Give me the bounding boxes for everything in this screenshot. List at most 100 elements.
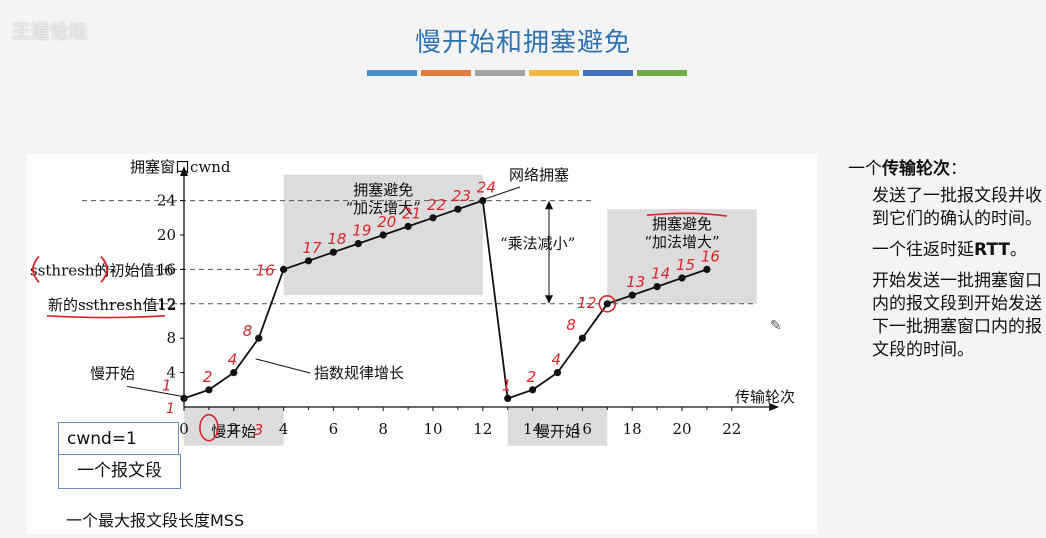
handwritten-second-3: 8	[566, 316, 576, 334]
x-tick-label-4: 4	[279, 420, 289, 438]
x-tick-label-18: 18	[623, 420, 642, 438]
y-tick-label-8: 8	[166, 329, 176, 347]
cwnd-initial-box: cwnd=1	[58, 422, 179, 456]
page-title: 慢开始和拥塞避免	[414, 28, 631, 58]
annotation-congestion: 网络拥塞	[509, 166, 569, 184]
x-tick-label-20: 20	[672, 420, 691, 438]
data-point-13	[504, 394, 512, 402]
handwritten-first-12: 24	[477, 179, 496, 197]
annotation-slow-start-pointer	[126, 385, 183, 397]
mss-caption: 一个最大报文段长度MSS	[66, 511, 245, 530]
handwritten-first-7: 19	[352, 222, 371, 240]
x-tick-label-14: 14	[523, 420, 542, 438]
title-color-bars	[367, 70, 687, 76]
handwritten-second-1: 2	[527, 368, 537, 386]
data-point-0	[180, 394, 188, 402]
y-tick-label-24: 24	[157, 192, 176, 210]
data-point-19	[653, 283, 661, 291]
color-bar-5	[637, 70, 687, 76]
handwritten-second-6: 14	[651, 265, 670, 283]
series-line-2	[481, 200, 708, 400]
handwritten-underline-ssthresh	[46, 315, 166, 319]
round-definition-heading: 一个传输轮次：	[848, 159, 967, 179]
data-point-7	[354, 240, 362, 248]
data-point-9	[404, 222, 412, 230]
handwritten-x-extra-0: 1	[166, 401, 175, 417]
x-tick-label-22: 22	[722, 420, 741, 438]
y-tick-label-4: 4	[166, 364, 176, 382]
data-point-3	[255, 334, 263, 342]
data-point-16	[578, 334, 587, 342]
round-definition-1: 发送了一批报文段并收到它们的确认的时间。	[872, 186, 1042, 229]
handwritten-first-5: 17	[303, 239, 323, 257]
annotation-ssthresh-initial: ssthresh的初始值16	[30, 261, 174, 279]
handwritten-second-8: 16	[701, 247, 720, 265]
x-axis-arrow	[769, 403, 780, 411]
handwritten-first-3: 8	[243, 322, 253, 340]
y-tick-label-20: 20	[157, 226, 176, 244]
region-label-1-0: 拥塞避免	[353, 181, 413, 199]
y-axis-label: 拥塞窗口cwnd	[130, 158, 231, 176]
round-definition-3: 开始发送一批拥塞窗口内的报文段到开始发送下一批拥塞窗口内的报文段的时间。	[872, 271, 1042, 360]
handwritten-circle-12	[598, 295, 617, 313]
data-point-14	[529, 386, 537, 394]
annotation-congestion-pointer	[485, 186, 521, 200]
handwritten-underline-ca	[646, 212, 728, 217]
data-point-12	[479, 197, 487, 205]
data-point-6	[329, 248, 337, 256]
y-tick-label-12: 12	[157, 295, 176, 313]
data-point-15	[553, 369, 562, 377]
handwritten-second-7: 15	[676, 256, 695, 274]
data-point-17	[603, 300, 611, 308]
region-label-1-1: “加法增大”	[346, 199, 421, 217]
data-point-21	[703, 265, 711, 273]
data-point-5	[304, 257, 313, 265]
data-point-10	[429, 214, 437, 222]
x-axis-label: 传输轮次	[735, 388, 795, 406]
handwritten-second-5: 13	[626, 273, 645, 291]
region-label-0: 慢开始	[211, 423, 256, 441]
handwritten-circle-x1	[199, 413, 219, 442]
annotation-mult-decrease: “乘法减小”	[500, 235, 575, 253]
pen-cursor-icon: ✎	[770, 318, 782, 334]
site-logo: 王道论坛	[12, 22, 88, 43]
handwritten-first-2: 4	[228, 351, 238, 369]
mult-decrease-arrow-up	[545, 200, 553, 210]
data-point-1	[205, 386, 213, 394]
x-tick-label-10: 10	[423, 420, 442, 438]
mult-decrease-arrow-down	[545, 295, 553, 304]
one-segment-box: 一个报文段	[58, 454, 181, 489]
y-tick-label-16: 16	[157, 260, 176, 278]
handwritten-first-9: 21	[402, 204, 421, 222]
handwritten-first-6: 18	[327, 230, 346, 248]
data-point-4	[280, 265, 288, 273]
handwritten-second-4: 12	[577, 294, 596, 312]
shaded-region-2	[507, 407, 608, 446]
x-tick-label-2: 2	[229, 420, 239, 438]
round-definition-2: 一个往返时延RTT。	[872, 240, 1027, 260]
handwritten-first-11: 23	[452, 187, 471, 205]
handwritten-bracket-ssthresh	[32, 255, 108, 283]
data-point-20	[678, 274, 686, 282]
annotation-ssthresh-new: 新的ssthresh值12	[48, 296, 177, 314]
shaded-region-3	[607, 209, 757, 304]
x-tick-label-12: 12	[473, 420, 492, 438]
x-tick-label-0: 0	[179, 420, 189, 438]
right-panel: 一个传输轮次： 发送了一批报文段并收到它们的确认的时间。 一个往返时延RTT。 …	[848, 158, 1043, 370]
data-point-18	[628, 291, 636, 299]
color-bar-2	[475, 70, 525, 76]
x-tick-label-8: 8	[378, 420, 388, 438]
annotation-exponential: 指数规律增长	[314, 364, 404, 382]
region-label-3-0: 拥塞避免	[652, 215, 712, 233]
region-label-2: 慢开始	[535, 423, 580, 441]
handwritten-first-10: 22	[427, 196, 446, 214]
data-point-11	[454, 205, 462, 213]
handwritten-first-0: 1	[162, 376, 172, 394]
color-bar-1	[421, 70, 471, 76]
handwritten-second-0: 1	[502, 376, 512, 394]
handwritten-first-1: 2	[203, 368, 213, 386]
handwritten-first-4: 16	[256, 261, 275, 279]
data-point-8	[379, 231, 387, 239]
annotation-exponential-pointer	[255, 358, 311, 374]
region-label-3-1: “加法增大”	[644, 233, 719, 251]
